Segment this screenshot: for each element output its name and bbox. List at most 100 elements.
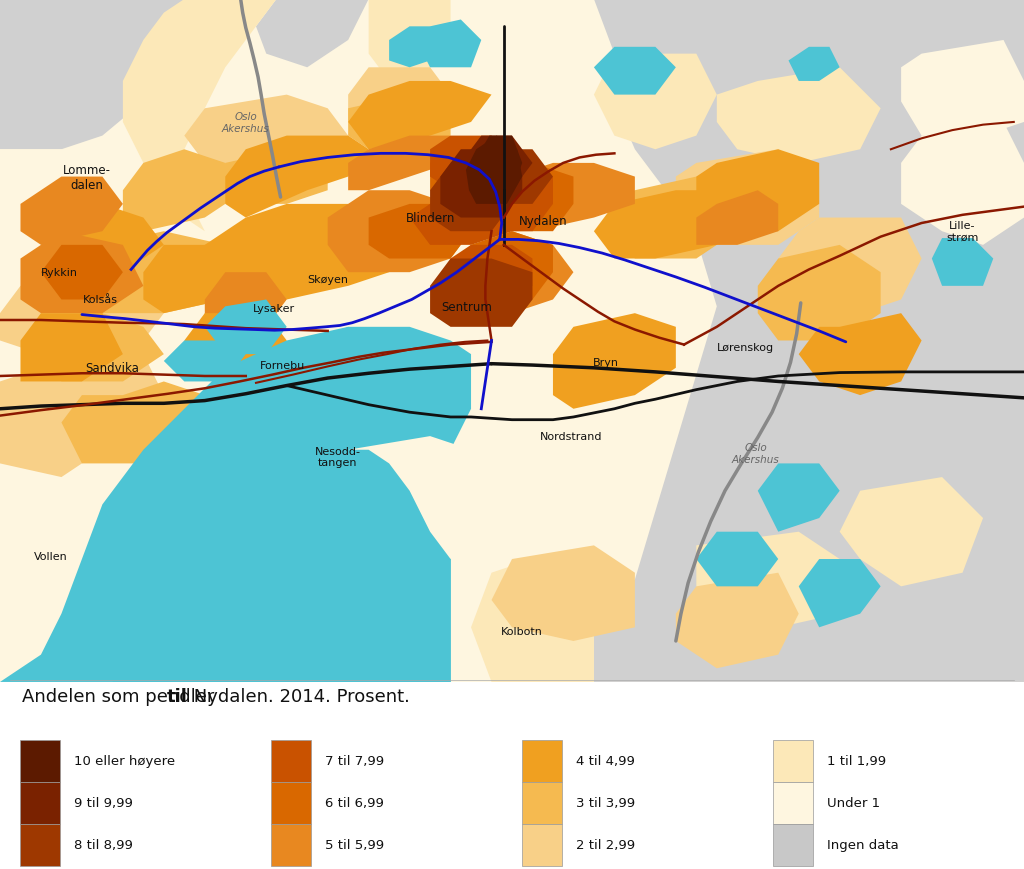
Text: 9 til 9,99: 9 til 9,99 [75, 796, 133, 809]
Polygon shape [41, 246, 123, 300]
Polygon shape [0, 150, 205, 287]
Polygon shape [614, 177, 737, 259]
Polygon shape [82, 232, 246, 314]
Text: 4 til 4,99: 4 til 4,99 [577, 754, 635, 767]
Text: til: til [167, 687, 187, 705]
Polygon shape [696, 532, 840, 627]
Polygon shape [430, 150, 512, 204]
Polygon shape [205, 300, 287, 355]
Text: Kolsås: Kolsås [83, 295, 118, 305]
Polygon shape [123, 150, 246, 232]
Text: Oslo
Akershus: Oslo Akershus [732, 443, 779, 464]
Polygon shape [466, 136, 522, 204]
Polygon shape [225, 150, 328, 204]
Polygon shape [778, 218, 922, 314]
Text: Oslo
Akershus: Oslo Akershus [222, 112, 269, 134]
Polygon shape [440, 150, 522, 218]
Text: Sentrum: Sentrum [441, 301, 493, 314]
Polygon shape [113, 328, 471, 682]
Polygon shape [369, 204, 471, 259]
Polygon shape [594, 55, 717, 150]
Polygon shape [492, 163, 573, 232]
Polygon shape [0, 355, 164, 436]
Polygon shape [471, 150, 553, 204]
Polygon shape [717, 68, 881, 163]
Text: Bryn: Bryn [593, 358, 620, 368]
FancyBboxPatch shape [773, 782, 813, 824]
Polygon shape [932, 239, 993, 287]
Polygon shape [594, 191, 737, 259]
Text: Nordstrand: Nordstrand [540, 432, 603, 441]
FancyBboxPatch shape [773, 740, 813, 782]
Polygon shape [676, 573, 799, 668]
Polygon shape [799, 314, 922, 395]
Polygon shape [451, 232, 553, 300]
Polygon shape [41, 314, 164, 382]
Polygon shape [328, 191, 471, 273]
Polygon shape [430, 136, 512, 191]
FancyBboxPatch shape [20, 740, 60, 782]
Text: 8 til 8,99: 8 til 8,99 [75, 839, 133, 852]
FancyBboxPatch shape [773, 824, 813, 866]
FancyBboxPatch shape [522, 824, 562, 866]
Polygon shape [0, 273, 164, 355]
Text: Lomme-
dalen: Lomme- dalen [63, 163, 111, 191]
Polygon shape [758, 246, 881, 341]
Polygon shape [492, 546, 635, 641]
Polygon shape [901, 123, 1024, 246]
Text: Rykkin: Rykkin [41, 268, 78, 278]
Polygon shape [205, 204, 410, 300]
Text: 7 til 7,99: 7 til 7,99 [326, 754, 384, 767]
Polygon shape [696, 150, 819, 232]
Polygon shape [594, 0, 1024, 682]
Polygon shape [696, 191, 778, 246]
Polygon shape [389, 27, 440, 68]
FancyBboxPatch shape [271, 824, 311, 866]
Polygon shape [430, 163, 512, 232]
Text: Vollen: Vollen [35, 551, 68, 561]
Polygon shape [799, 560, 881, 627]
Polygon shape [0, 0, 1024, 682]
Text: Lille-
strøm: Lille- strøm [946, 221, 979, 242]
Polygon shape [205, 273, 287, 328]
Polygon shape [0, 395, 102, 478]
FancyBboxPatch shape [20, 824, 60, 866]
Polygon shape [143, 246, 246, 314]
FancyBboxPatch shape [271, 782, 311, 824]
Polygon shape [348, 82, 492, 150]
Text: 3 til 3,99: 3 til 3,99 [577, 796, 635, 809]
Text: 6 til 6,99: 6 til 6,99 [326, 796, 384, 809]
Polygon shape [369, 0, 451, 96]
Polygon shape [420, 21, 481, 68]
Polygon shape [410, 191, 512, 246]
Polygon shape [758, 464, 840, 532]
Polygon shape [225, 136, 369, 218]
Polygon shape [61, 395, 164, 464]
Polygon shape [840, 478, 983, 587]
Polygon shape [348, 68, 451, 136]
Polygon shape [123, 0, 276, 232]
Text: Nesodd-
tangen: Nesodd- tangen [315, 447, 360, 468]
Polygon shape [901, 41, 1024, 136]
Polygon shape [451, 232, 573, 314]
Text: 5 til 5,99: 5 til 5,99 [326, 839, 384, 852]
Text: Lørenskog: Lørenskog [717, 343, 774, 353]
Text: Fornebu: Fornebu [260, 361, 305, 371]
Polygon shape [164, 341, 246, 382]
FancyBboxPatch shape [20, 782, 60, 824]
Polygon shape [594, 48, 676, 96]
Polygon shape [471, 560, 594, 682]
Polygon shape [348, 96, 451, 150]
Text: Nydalen. 2014. Prosent.: Nydalen. 2014. Prosent. [188, 687, 411, 705]
Text: Blindern: Blindern [406, 212, 455, 225]
Polygon shape [0, 0, 184, 150]
Polygon shape [348, 436, 492, 560]
Polygon shape [512, 163, 635, 232]
Polygon shape [20, 232, 143, 314]
Polygon shape [430, 259, 532, 328]
Polygon shape [184, 96, 348, 177]
Polygon shape [553, 314, 676, 409]
Polygon shape [676, 150, 819, 246]
Text: Under 1: Under 1 [827, 796, 881, 809]
Polygon shape [451, 246, 532, 300]
